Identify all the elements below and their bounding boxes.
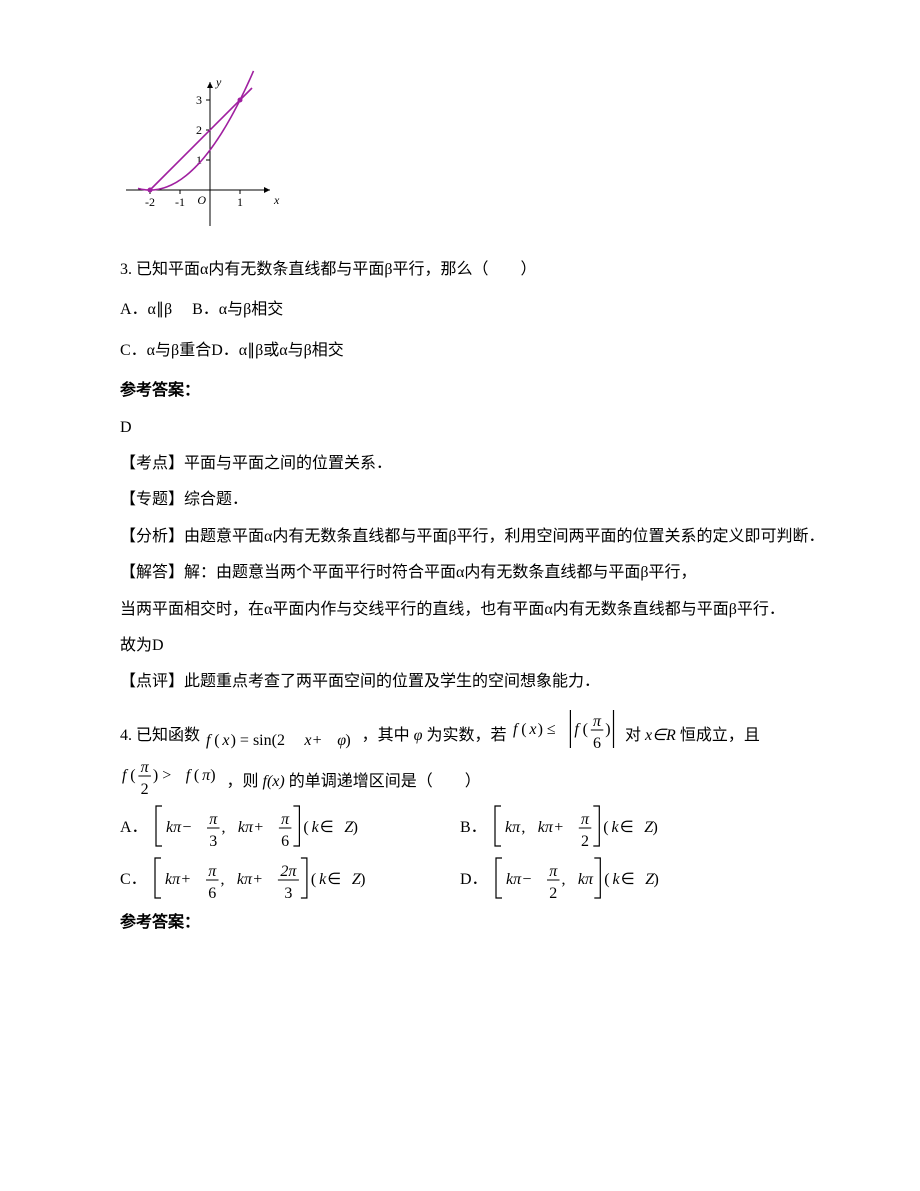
svg-text:−: − <box>182 819 191 836</box>
svg-text:kπ: kπ <box>577 871 593 888</box>
svg-text:x: x <box>528 721 536 738</box>
svg-text:-2: -2 <box>145 195 155 209</box>
svg-text:y: y <box>215 75 222 89</box>
svg-text:f: f <box>574 721 581 738</box>
svg-text:f: f <box>206 732 213 749</box>
svg-text:): ) <box>605 721 610 738</box>
q4-opts-cd: C．kπ + π6, kπ + 2π3(k ∈ Z) D．kπ − π2, kπ… <box>120 856 830 902</box>
q3-jieda-3: 故为D <box>120 631 830 661</box>
svg-text:π: π <box>208 863 217 880</box>
svg-text:(: ( <box>604 871 609 888</box>
svg-text:,: , <box>561 871 565 888</box>
svg-text:+: + <box>253 871 262 888</box>
svg-text:(: ( <box>214 732 219 749</box>
svg-text:kπ: kπ <box>165 871 181 888</box>
svg-text:(: ( <box>303 819 308 836</box>
svg-text:f: f <box>122 767 129 784</box>
svg-text:π: π <box>593 713 602 730</box>
svg-text:π: π <box>141 759 150 776</box>
svg-text:∈: ∈ <box>620 871 634 888</box>
svg-text:3: 3 <box>196 93 202 107</box>
svg-text:): ) <box>210 767 215 784</box>
q3-jieda-1: 【解答】解：由题意当两个平面平行时符合平面α内有无数条直线都与平面β平行， <box>120 558 830 588</box>
svg-text:3: 3 <box>209 833 217 850</box>
svg-text:kπ: kπ <box>237 819 253 836</box>
svg-text:π: π <box>581 811 590 828</box>
svg-text:,: , <box>220 871 224 888</box>
svg-text:f: f <box>186 767 193 784</box>
svg-text:kπ: kπ <box>506 871 522 888</box>
svg-text:k: k <box>612 871 620 888</box>
svg-text:kπ: kπ <box>237 871 253 888</box>
svg-text:2π: 2π <box>280 863 297 880</box>
svg-text:x: x <box>221 732 229 749</box>
svg-text:∈: ∈ <box>327 871 341 888</box>
svg-text:(: ( <box>582 721 587 738</box>
svg-text:x: x <box>303 732 311 749</box>
svg-text:6: 6 <box>208 885 216 902</box>
svg-text:2: 2 <box>196 123 202 137</box>
svg-text:π: π <box>549 863 558 880</box>
svg-text:,: , <box>521 819 525 836</box>
svg-text:x: x <box>273 193 280 207</box>
svg-text:1: 1 <box>237 195 243 209</box>
svg-text:) >: ) > <box>153 767 171 784</box>
svg-text:∈: ∈ <box>319 819 333 836</box>
svg-text:+: + <box>554 819 563 836</box>
svg-text:): ) <box>352 819 357 836</box>
svg-text:+: + <box>181 871 190 888</box>
svg-text:k: k <box>611 819 619 836</box>
svg-text:3: 3 <box>284 885 292 902</box>
svg-text:k: k <box>311 819 319 836</box>
svg-text:+: + <box>254 819 263 836</box>
svg-text:(: ( <box>521 721 526 738</box>
q3-fenxi: 【分析】由题意平面α内有无数条直线都与平面β平行，利用空间两平面的位置关系的定义… <box>120 522 830 552</box>
q3-stem: 3. 已知平面α内有无数条直线都与平面β平行，那么（ ） <box>120 255 830 285</box>
q4-opts-ab: A．kπ − π3, kπ + π6(k ∈ Z) B．kπ, kπ + π2(… <box>120 804 830 850</box>
svg-text:(: ( <box>603 819 608 836</box>
svg-text:): ) <box>652 819 657 836</box>
q3-answer: D <box>120 413 830 443</box>
svg-text:f: f <box>513 721 520 738</box>
svg-text:6: 6 <box>281 833 289 850</box>
q3-dianping: 【点评】此题重点考查了两平面空间的位置及学生的空间想象能力． <box>120 667 830 697</box>
svg-text:(: ( <box>130 767 135 784</box>
q4-stem-line2: f(π2) > f(π) ，则 f(x) 的单调递增区间是（ ） <box>120 752 830 798</box>
q3-answer-label: 参考答案： <box>120 376 830 406</box>
svg-text:(: ( <box>194 767 199 784</box>
svg-text:∈: ∈ <box>619 819 633 836</box>
q3-kaodian: 【考点】平面与平面之间的位置关系． <box>120 449 830 479</box>
svg-text:kπ: kπ <box>166 819 182 836</box>
q3-zhuanti: 【专题】综合题． <box>120 485 830 515</box>
svg-text:2: 2 <box>581 833 589 850</box>
svg-text:) = sin(2: ) = sin(2 <box>231 732 285 749</box>
svg-text:π: π <box>281 811 290 828</box>
svg-text:2: 2 <box>141 781 149 798</box>
svg-text:kπ: kπ <box>505 819 521 836</box>
svg-text:,: , <box>221 819 225 836</box>
svg-text:kπ: kπ <box>537 819 553 836</box>
svg-text:-1: -1 <box>175 195 185 209</box>
svg-text:−: − <box>522 871 531 888</box>
svg-text:6: 6 <box>593 735 601 752</box>
coordinate-graph: -2-11123Oxy <box>110 60 310 240</box>
q4-answer-label: 参考答案： <box>120 908 830 938</box>
svg-text:+: + <box>313 732 322 749</box>
q4-stem-line1: 4. 已知函数 f(x) = sin(2x + φ) ，其中 φ 为实数，若 f… <box>120 706 830 752</box>
svg-text:π: π <box>209 811 218 828</box>
q3-opts-ab: A．α∥β B．α与β相交 <box>120 295 830 325</box>
svg-text:): ) <box>653 871 658 888</box>
q3-jieda-2: 当两平面相交时，在α平面内作与交线平行的直线，也有平面α内有无数条直线都与平面β… <box>120 595 830 625</box>
q3-opts-cd: C．α与β重合D．α∥β或α与β相交 <box>120 336 830 366</box>
svg-text:2: 2 <box>549 885 557 902</box>
svg-text:) ≤: ) ≤ <box>537 721 555 738</box>
svg-text:): ) <box>360 871 365 888</box>
svg-text:k: k <box>319 871 327 888</box>
svg-text:): ) <box>345 732 350 749</box>
svg-text:(: ( <box>311 871 316 888</box>
q2-graph: -2-11123Oxy <box>110 60 830 240</box>
svg-text:O: O <box>197 193 206 207</box>
